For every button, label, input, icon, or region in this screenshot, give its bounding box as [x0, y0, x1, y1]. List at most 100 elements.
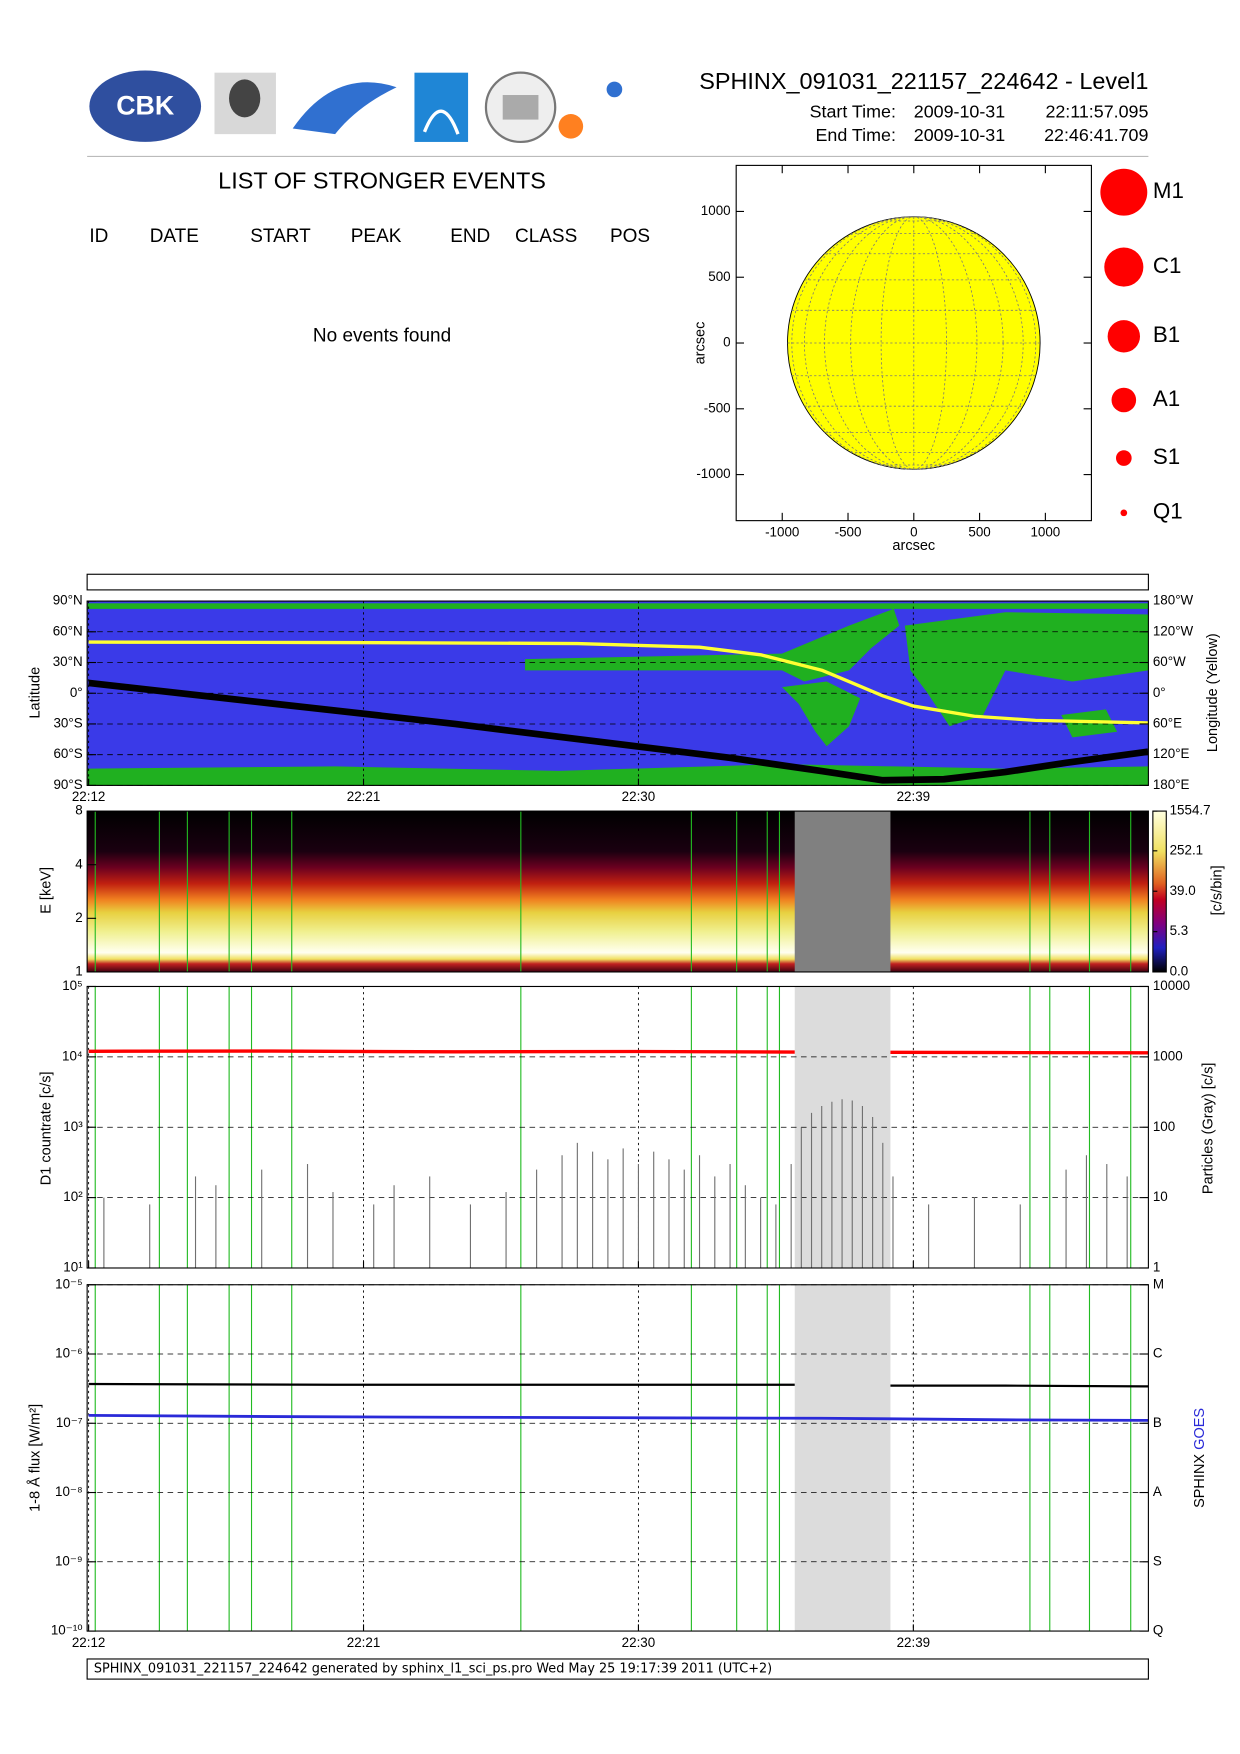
column-header: DATE [150, 226, 199, 247]
legend-entry: GOES [1192, 1408, 1208, 1450]
y2-tick-label: 180°E [1153, 777, 1190, 792]
x-tick-label: 1000 [1030, 524, 1060, 539]
x-tick-label: 22:39 [897, 789, 931, 804]
y-tick-label: 10⁻¹⁰ [51, 1623, 83, 1638]
footer-box [86, 1658, 1149, 1680]
report-title: SPHINX_091031_221157_224642 - Level1 [699, 68, 1148, 94]
y-tick-label: 2 [75, 910, 82, 925]
start-date: 2009-10-31 [914, 102, 1005, 122]
y-tick-label: 10² [63, 1189, 83, 1204]
info-bar [86, 573, 1149, 591]
series-line [88, 1049, 1149, 1055]
x-axis-label: arcsec [892, 538, 935, 554]
end-label: End Time: [816, 125, 896, 145]
y2-tick-label: B [1153, 1415, 1162, 1430]
y2-tick-label: A [1153, 1484, 1162, 1499]
legend-entry: S1 [1153, 444, 1180, 469]
land [1061, 709, 1118, 738]
plot-frame [86, 1284, 1149, 1632]
y2-tick-label: S [1153, 1553, 1162, 1568]
logo [89, 70, 202, 142]
x-tick-label: 22:21 [347, 789, 381, 804]
y-tick-label: -500 [704, 400, 731, 415]
legend-marker [1111, 387, 1137, 413]
plot-frame [86, 985, 1149, 1269]
y-tick-label: 30°N [53, 654, 83, 669]
end-time: 22:46:41.709 [1044, 125, 1148, 145]
data-gap [794, 811, 891, 972]
y-tick-label: 10⁻⁶ [55, 1346, 82, 1361]
y2-tick-label: M [1153, 1276, 1164, 1291]
series-line [88, 1382, 1149, 1388]
map [87, 601, 1149, 786]
y2-tick-label: 120°E [1153, 746, 1190, 761]
y-tick-label: 10⁻⁸ [55, 1484, 83, 1499]
plot-frame [86, 810, 1149, 973]
x-tick-label: 22:12 [72, 1635, 106, 1650]
column-header: CLASS [515, 226, 577, 247]
column-header: ID [89, 226, 108, 247]
logo [606, 81, 623, 98]
y-tick-label: 10⁵ [62, 978, 82, 993]
y2-tick-label: 10000 [1153, 978, 1190, 993]
y-tick-label: 0° [70, 685, 83, 700]
y-tick-label: 10⁻⁹ [55, 1553, 83, 1568]
y-tick-label: 10³ [63, 1119, 83, 1134]
y2-axis-label: Longitude (Yellow) [1205, 633, 1221, 752]
y-tick-label: 8 [75, 803, 82, 818]
x-tick-label: -500 [835, 524, 862, 539]
y2-tick-label: 100 [1153, 1119, 1175, 1134]
y2-tick-label: 1000 [1153, 1048, 1183, 1063]
colorbar-tick-label: 252.1 [1170, 842, 1204, 857]
y2-axis-label: Particles (Gray) [c/s] [1201, 1063, 1217, 1194]
legend-entry: SPHINX [1192, 1454, 1208, 1508]
start-label: Start Time: [810, 102, 896, 122]
legend-entry: B1 [1153, 322, 1180, 347]
footer: SPHINX_091031_221157_224642 generated by… [94, 1662, 772, 1677]
logo [422, 109, 460, 135]
spectrogram [87, 811, 1149, 972]
logo [414, 72, 469, 142]
x-tick-label: 0 [910, 524, 917, 539]
column-header: POS [610, 226, 650, 247]
y2-tick-label: 0° [1153, 685, 1166, 700]
column-header: END [450, 226, 490, 247]
y-tick-label: 30°S [53, 716, 82, 731]
colorbar-tick-label: 5.3 [1170, 923, 1189, 938]
legend-marker [1104, 247, 1144, 287]
x-tick-label: 22:21 [347, 1635, 381, 1650]
x-tick-label: 22:12 [72, 789, 106, 804]
logo [229, 79, 261, 118]
y2-tick-label: 10 [1153, 1189, 1168, 1204]
x-tick-label: 22:39 [897, 1635, 931, 1650]
land [525, 608, 900, 682]
y-tick-label: 0 [723, 335, 730, 350]
y-tick-label: 90°S [53, 777, 82, 792]
land [904, 612, 1149, 727]
y-tick-label: 4 [75, 856, 83, 871]
y-tick-label: 10¹ [63, 1260, 83, 1275]
y-tick-label: 90°N [53, 593, 83, 608]
logos: CBK [89, 70, 623, 144]
land [781, 681, 861, 747]
series-line [88, 679, 1149, 784]
y-tick-label: -1000 [696, 466, 730, 481]
legend-entry: Q1 [1153, 499, 1183, 524]
y-tick-label: 10⁴ [62, 1048, 83, 1063]
legend: SPHINX GOES [1192, 1408, 1208, 1508]
column-header: START [250, 226, 311, 247]
y-axis-label: D1 countrate [c/s] [39, 1071, 55, 1185]
y-tick-label: 10⁻⁷ [56, 1415, 83, 1430]
y-tick-label: 500 [708, 269, 730, 284]
y2-tick-label: C [1153, 1346, 1163, 1361]
legend-entry: M1 [1153, 178, 1184, 203]
data-gap [794, 1284, 891, 1632]
y-axis-label: Latitude [28, 667, 44, 719]
legend-marker [1116, 450, 1132, 466]
colorbar-tick-label: 39.0 [1170, 883, 1196, 898]
legend-marker [1100, 168, 1148, 216]
x-tick-label: 22:30 [622, 789, 656, 804]
y-tick-label: 10⁻⁵ [55, 1276, 83, 1291]
column-header: PEAK [351, 226, 402, 247]
